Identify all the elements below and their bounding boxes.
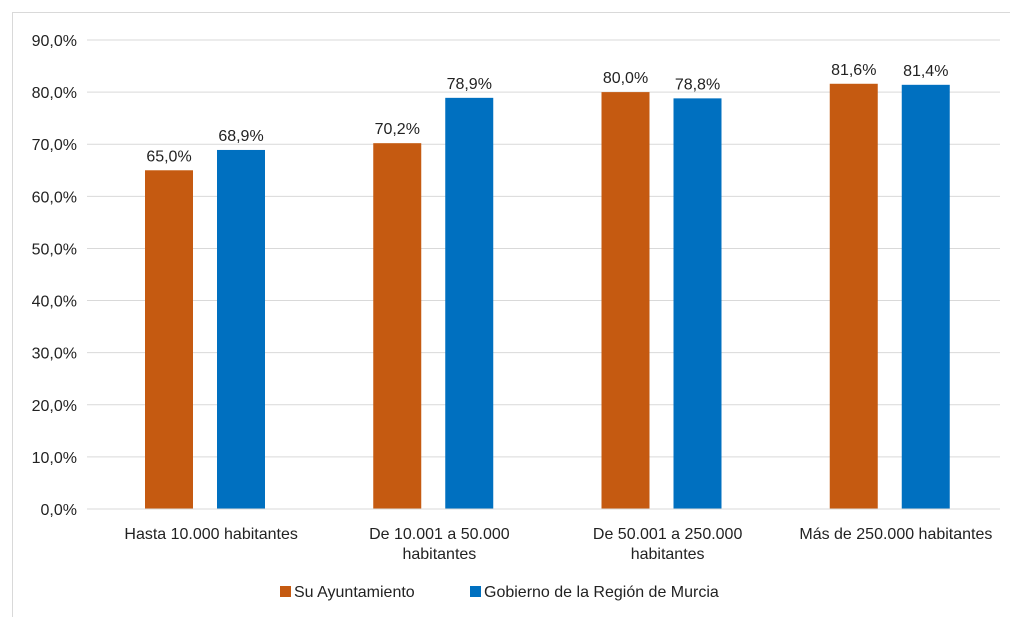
legend-swatch [470, 586, 481, 597]
y-tick-label: 80,0% [32, 85, 77, 102]
data-label: 80,0% [603, 70, 648, 87]
bar-gobierno-1 [445, 97, 494, 510]
data-label: 81,4% [903, 63, 948, 80]
y-tick-label: 30,0% [32, 346, 77, 363]
bar-gobierno-0 [217, 149, 265, 509]
y-tick-label: 40,0% [32, 294, 77, 311]
legend-item-ayuntamiento: Su Ayuntamiento [294, 584, 415, 601]
y-tick-label: 10,0% [32, 450, 77, 467]
y-tick-label: 70,0% [32, 137, 77, 154]
y-tick-label: 50,0% [32, 241, 77, 258]
legend-swatch [280, 586, 291, 597]
legend-item-gobierno: Gobierno de la Región de Murcia [484, 584, 719, 601]
bar-ayuntamiento-2 [601, 92, 650, 509]
data-label: 78,8% [675, 76, 720, 93]
y-tick-label: 60,0% [32, 189, 77, 206]
data-label: 68,9% [218, 128, 263, 145]
y-tick-label: 0,0% [41, 502, 77, 519]
data-label: 78,9% [447, 76, 492, 93]
data-label: 65,0% [146, 148, 191, 165]
y-tick-label: 20,0% [32, 398, 77, 415]
x-tick-label: Hasta 10.000 habitantes [124, 526, 297, 543]
x-tick-label: habitantes [631, 546, 705, 563]
x-tick-label: De 10.001 a 50.000 [369, 526, 510, 543]
bar-ayuntamiento-0 [145, 170, 193, 509]
bar-ayuntamiento-3 [829, 83, 878, 510]
x-tick-label: De 50.001 a 250.000 [593, 526, 743, 543]
x-tick-label: habitantes [402, 546, 476, 563]
bar-gobierno-2 [673, 98, 722, 509]
data-label: 70,2% [375, 121, 420, 138]
y-tick-label: 90,0% [32, 33, 77, 50]
x-tick-label: Más de 250.000 habitantes [799, 526, 992, 543]
bar-ayuntamiento-1 [373, 143, 422, 509]
bar-gobierno-3 [901, 84, 950, 509]
data-label: 81,6% [831, 62, 876, 79]
